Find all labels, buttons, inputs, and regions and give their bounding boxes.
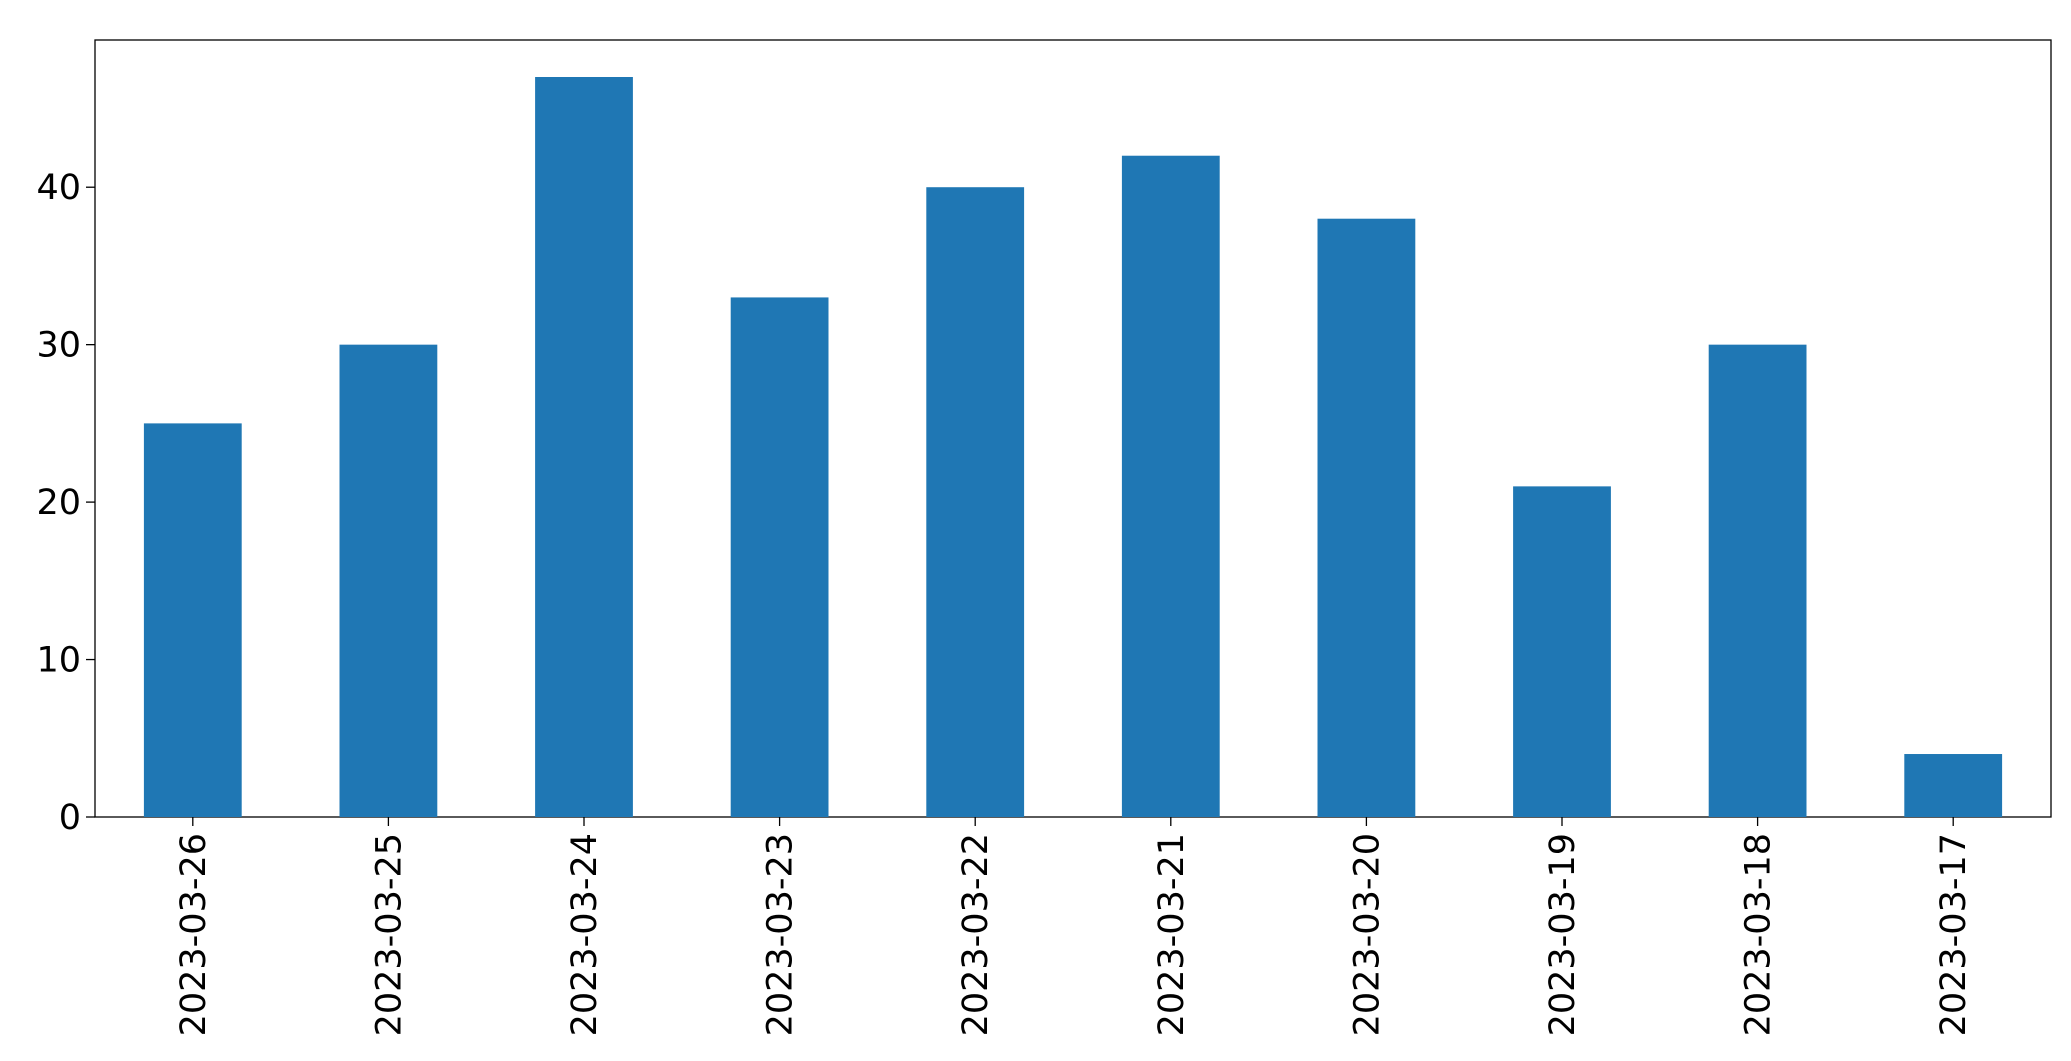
bar [535,77,633,817]
x-tick-label: 2023-03-21 [1152,833,1192,1036]
bar [1121,155,1220,818]
y-tick-label: 30 [36,326,81,366]
x-tick-label: 2023-03-17 [1934,833,1974,1036]
bar [926,187,1025,817]
bar [1708,344,1807,817]
bar [339,344,438,817]
bar [1904,754,2003,817]
y-tick-label: 20 [36,483,81,523]
y-tick-label: 0 [59,798,81,838]
x-tick-label: 2023-03-22 [956,833,996,1036]
x-tick-label: 2023-03-26 [174,833,214,1036]
x-tick-label: 2023-03-19 [1543,833,1583,1036]
x-tick-label: 2023-03-25 [369,833,409,1036]
y-tick-label: 10 [36,641,81,681]
x-tick-label: 2023-03-18 [1739,833,1779,1036]
plot-frame [94,39,2052,818]
bar [730,297,829,817]
x-tick-label: 2023-03-24 [565,833,605,1036]
bar [143,423,242,817]
bar [1513,486,1611,817]
y-tick-label: 40 [36,168,81,208]
bar [1317,218,1416,817]
x-tick-label: 2023-03-20 [1347,833,1387,1036]
x-tick-label: 2023-03-23 [761,833,801,1036]
